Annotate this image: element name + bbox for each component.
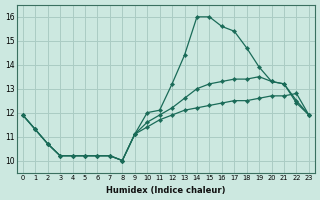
X-axis label: Humidex (Indice chaleur): Humidex (Indice chaleur)	[106, 186, 226, 195]
